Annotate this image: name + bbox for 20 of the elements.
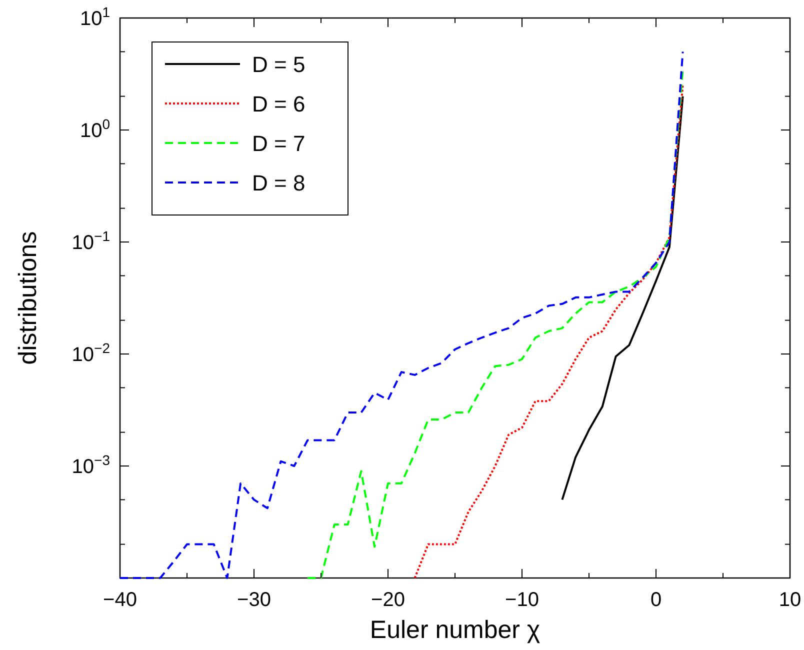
y-tick-label: 10$^{−1}$ xyxy=(72,228,110,254)
x-tick-label: 0 xyxy=(650,589,662,611)
y-tick-label: 10$^{−2}$ xyxy=(72,340,110,366)
y-tick-label: 10$^{−3}$ xyxy=(72,452,110,478)
y-axis-title: distributions xyxy=(14,231,42,365)
y-tick-label: 10$^{0}$ xyxy=(80,116,110,142)
x-tick-label: −10 xyxy=(505,589,539,611)
legend-label: D = 8 xyxy=(252,170,306,196)
line-series xyxy=(561,95,684,501)
legend-label: D = 6 xyxy=(252,92,306,116)
x-axis-title: Euler number χ xyxy=(370,616,540,644)
x-tick-label: −40 xyxy=(103,589,137,611)
x-tick-label: −30 xyxy=(237,589,271,611)
legend-label: D = 5 xyxy=(252,52,306,77)
x-tick-label: 10 xyxy=(778,589,802,611)
x-tick-label: −20 xyxy=(371,589,405,611)
y-tick-label: 10$^{1}$ xyxy=(80,4,110,30)
line-series xyxy=(120,50,684,579)
legend-label: D = 7 xyxy=(252,131,306,156)
line-series xyxy=(414,84,684,579)
